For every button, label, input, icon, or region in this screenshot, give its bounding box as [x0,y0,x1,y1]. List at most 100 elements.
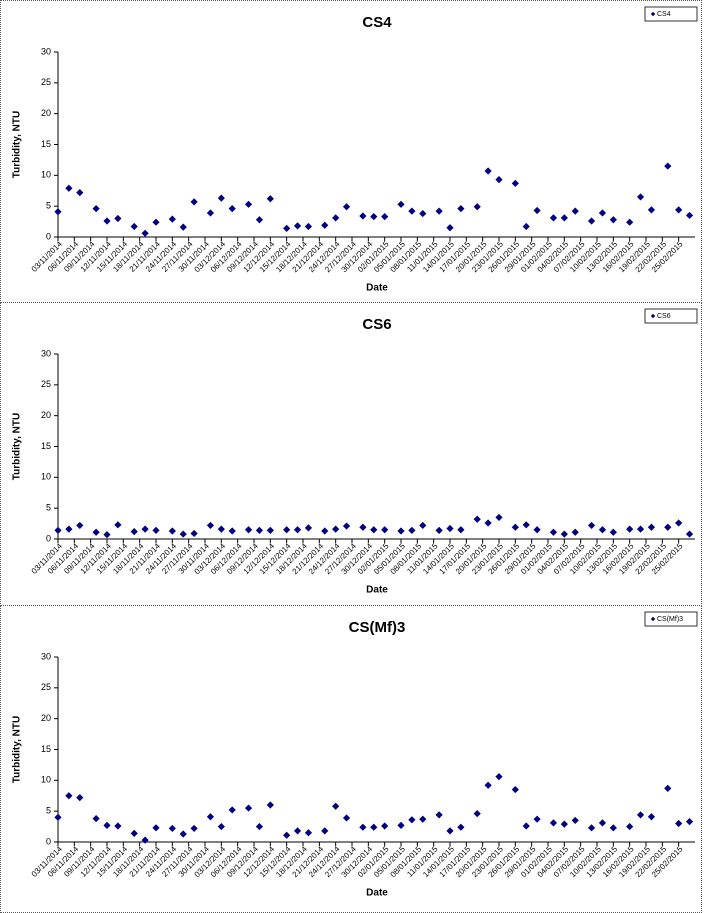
data-point [228,205,236,213]
data-point [168,824,176,833]
data-point [685,211,694,220]
data-point [609,216,617,224]
data-point [293,222,302,230]
y-tick-label: 10 [41,472,51,482]
data-point [76,794,84,802]
data-point [457,823,465,831]
data-point [408,526,416,534]
data-point [359,523,367,531]
y-tick-label: 15 [41,744,51,754]
y-tick-label: 5 [46,201,51,211]
data-point [103,217,111,225]
data-point [179,530,187,538]
data-point [435,526,443,534]
y-tick-label: 5 [46,503,51,513]
data-point [473,203,481,211]
y-axis-label: Turbidity, NTU [12,111,23,178]
data-point [598,819,607,827]
data-point [255,822,264,831]
legend-marker [650,11,656,17]
data-point [408,207,416,215]
data-point [92,205,100,213]
y-tick-label: 10 [41,775,51,785]
y-tick-label: 0 [46,533,51,543]
legend: CS4 [644,6,698,22]
data-point [228,806,236,814]
y-tick-label: 20 [41,410,51,420]
y-tick-label: 30 [41,651,51,661]
data-point [587,521,596,530]
data-point [609,824,617,832]
data-point [103,531,111,539]
data-point [560,214,568,222]
data-point [370,823,378,831]
data-point [54,208,62,216]
chart-panel: CS6 Turbidity, NTU Date 0 5 10 15 20 25 30 03/11/2… [0,302,702,606]
data-point [217,194,225,202]
legend-marker [650,313,656,319]
data-point [283,224,291,232]
data-point [321,221,329,229]
data-point [206,521,215,530]
data-point [321,827,329,835]
data-point [141,229,149,237]
data-point [141,525,149,533]
data-point [114,521,122,529]
data-point [304,222,313,231]
data-point [587,217,596,225]
data-point [675,206,683,214]
data-point [419,521,427,530]
data-point [130,528,138,536]
data-point [381,213,389,221]
data-point [168,215,176,223]
y-tick-label: 5 [46,806,51,816]
data-point [293,827,302,835]
legend-label: CS6 [657,313,671,320]
data-point [419,209,427,218]
data-point [473,810,481,818]
legend-label: CS(Mf)3 [657,616,683,623]
data-point [446,524,454,533]
data-point [397,821,405,829]
data-point [168,527,176,535]
data-point [446,827,454,835]
data-point [419,815,427,823]
data-point [54,526,62,534]
data-point [522,222,530,231]
data-point [408,816,416,824]
data-point [190,198,198,206]
data-point [598,526,607,534]
chart-title: CS4 [362,14,392,31]
data-point [206,209,215,217]
data-point [598,209,607,217]
y-axis-label: Turbidity, NTU [12,413,23,480]
data-point [92,814,100,823]
data-point [446,224,454,232]
legend-box [644,611,698,627]
data-point [304,524,313,532]
data-point [244,526,253,534]
y-tick-label: 30 [41,348,51,358]
data-point [647,523,656,531]
x-axis-label: Date [366,888,388,899]
data-point [522,822,530,830]
data-point [675,819,683,828]
data-point [397,200,405,208]
data-point [342,522,351,530]
data-point [549,528,558,536]
data-point [484,167,492,175]
data-point [571,207,579,215]
data-point [484,781,492,789]
data-point [533,526,541,534]
data-point [266,195,274,203]
data-point [130,829,138,837]
y-tick-label: 25 [41,77,51,87]
data-point [495,513,503,522]
data-point [65,792,73,800]
data-point [626,525,634,533]
data-point [293,526,302,534]
data-point [381,526,389,534]
